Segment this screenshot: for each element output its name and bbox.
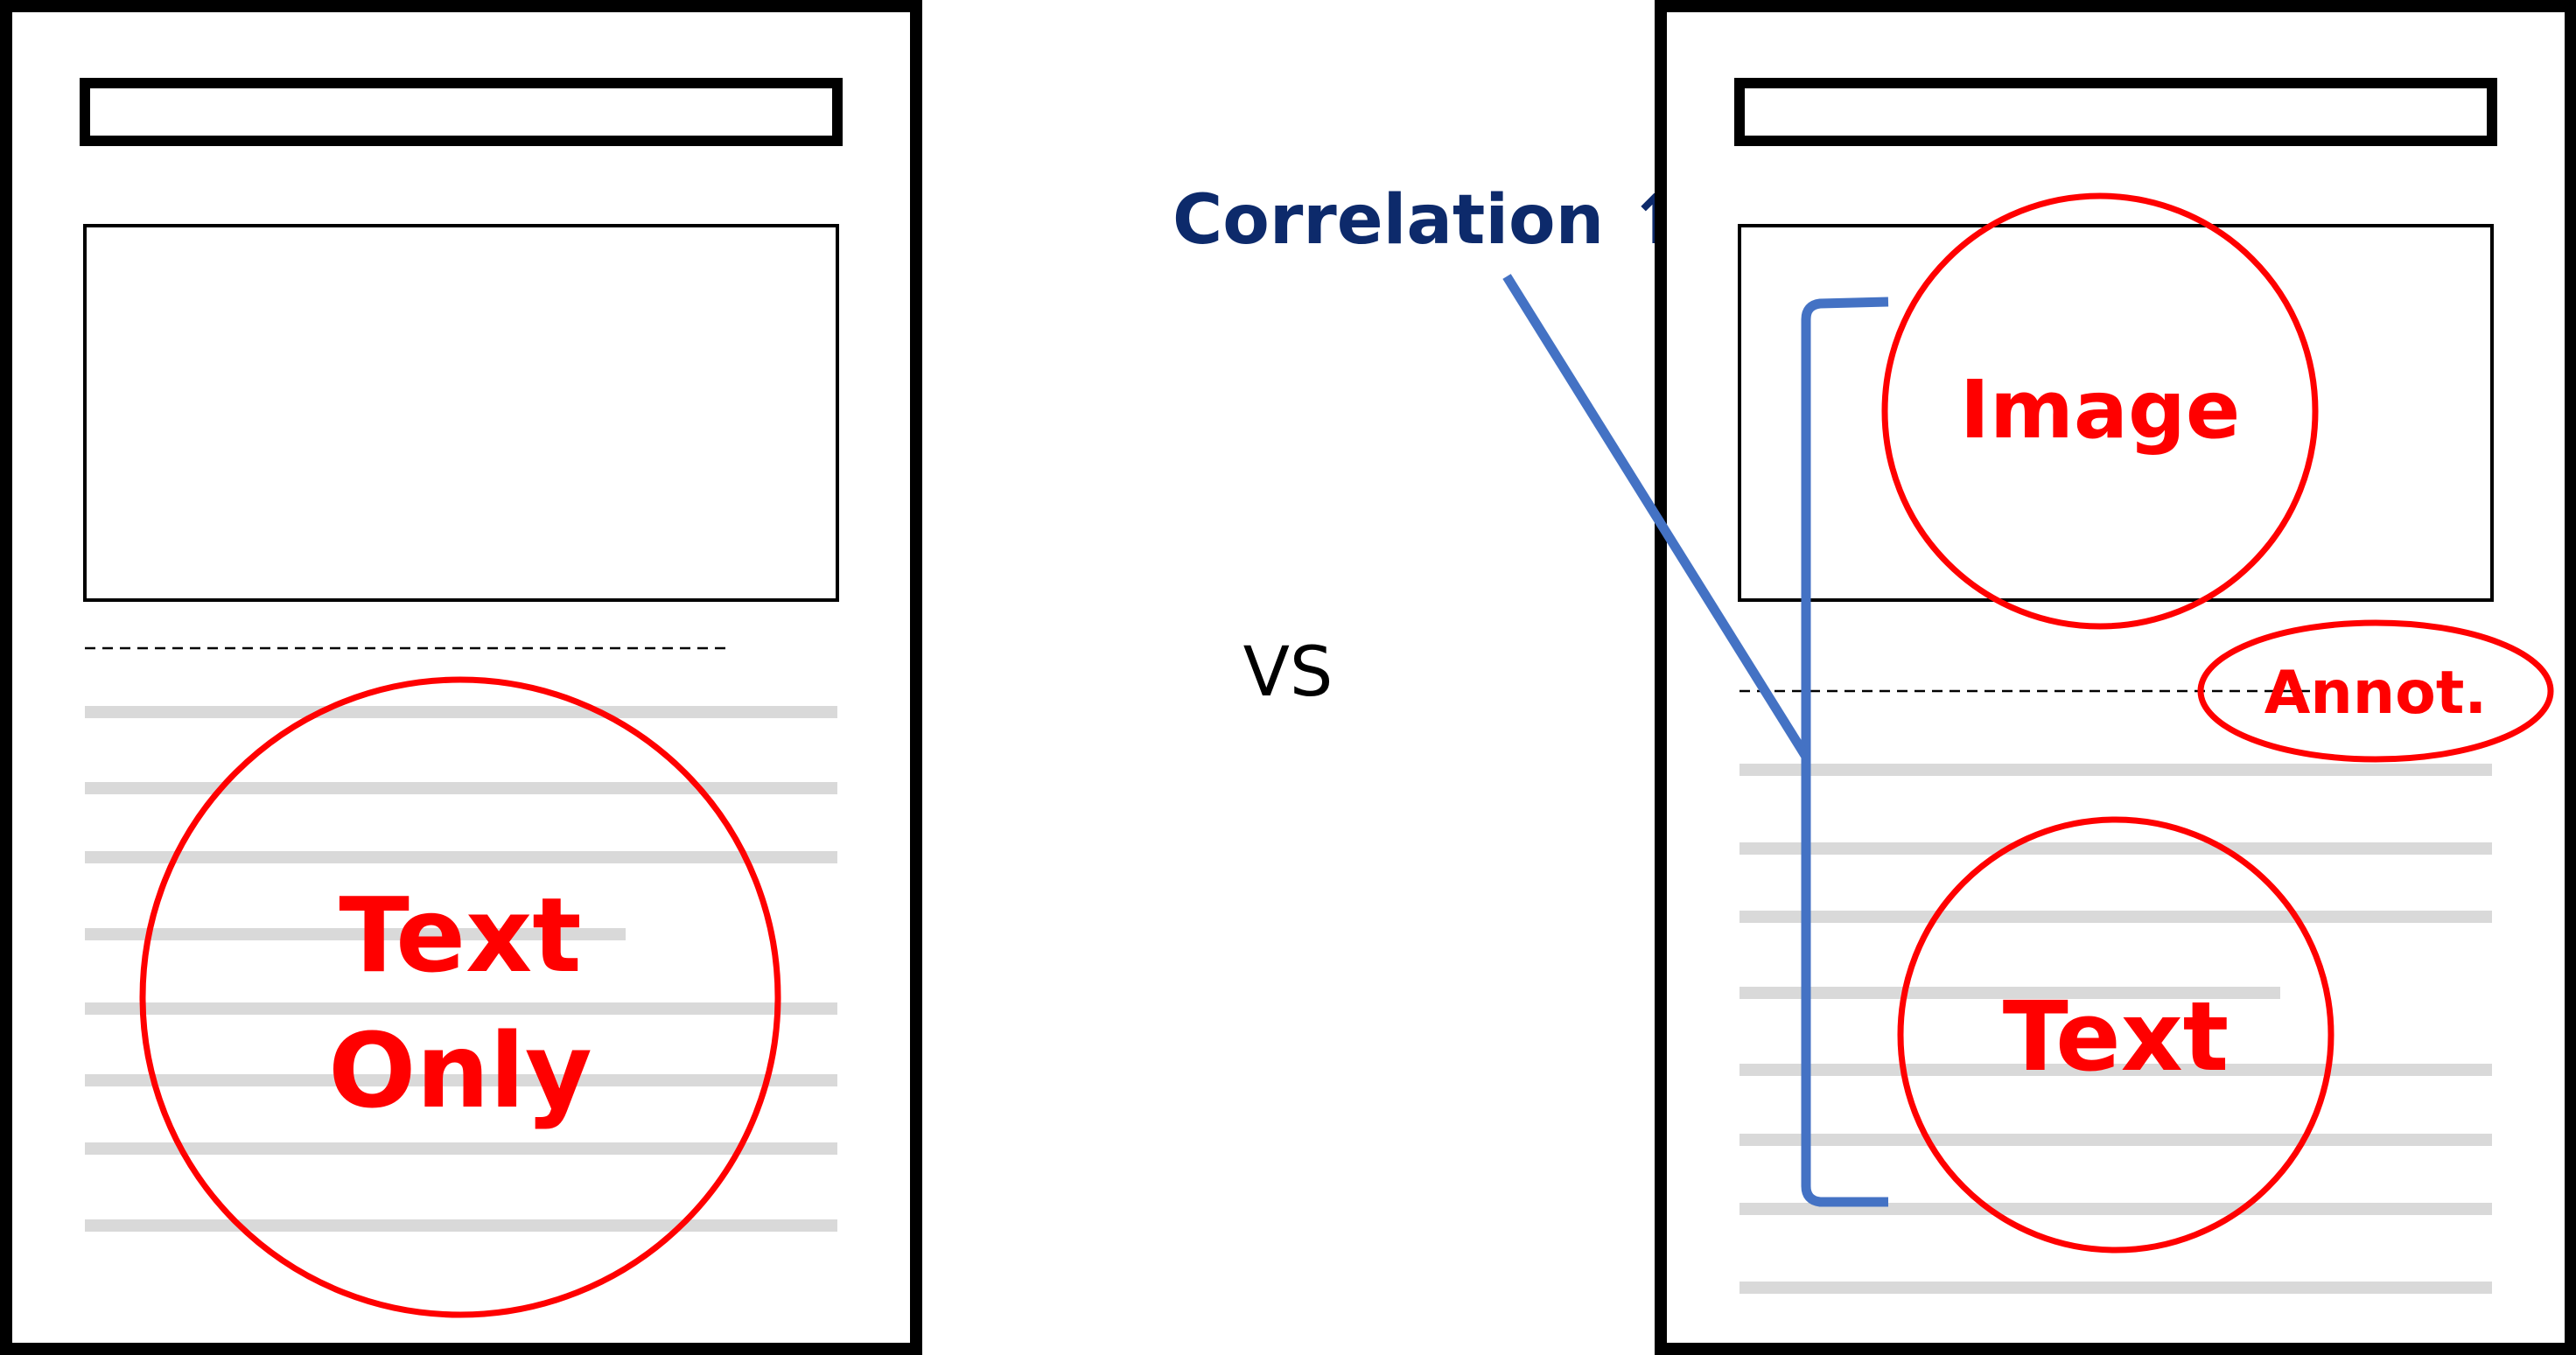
text-label: Text [2003, 981, 2230, 1093]
image-label: Image [1960, 363, 2240, 457]
right-page: Image Annot. Text [1502, 0, 2576, 1355]
left-page-text-lines [85, 706, 837, 1232]
annotation-label: Annot. [2264, 659, 2488, 728]
left-page-title-bar [80, 78, 843, 146]
left-page: Text Only [0, 0, 922, 1355]
right-page-text-lines [1740, 764, 2492, 1294]
text-only-label-line2: Only [328, 1010, 592, 1131]
annotation-highlight-ellipse [2197, 619, 2554, 763]
text-only-highlight-circle [139, 676, 781, 1318]
text-highlight-circle [1897, 816, 2334, 1254]
left-page-figure-box [83, 224, 839, 602]
correlation-connector-line [1502, 274, 1810, 759]
correlation-label: Correlation ↑ [1172, 181, 1685, 260]
right-page-figure-box [1738, 224, 2494, 602]
vs-label: VS [1243, 633, 1334, 712]
image-highlight-circle [1881, 192, 2319, 630]
right-page-title-bar [1734, 78, 2497, 146]
text-only-label-line1: Text [339, 875, 581, 995]
